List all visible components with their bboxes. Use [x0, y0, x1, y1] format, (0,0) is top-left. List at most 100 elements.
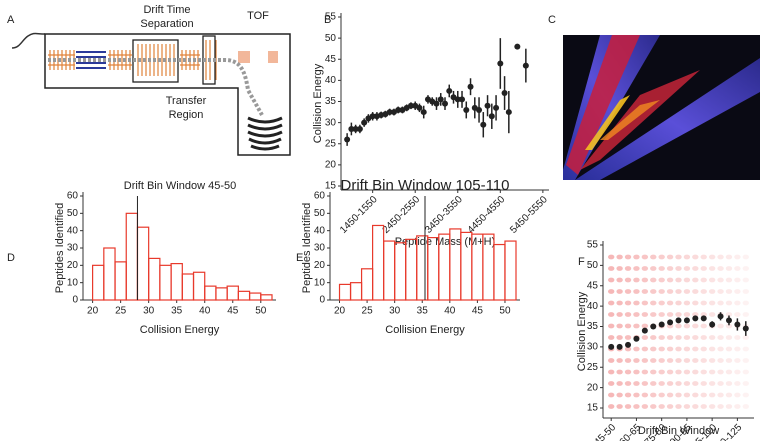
bar	[103, 247, 116, 301]
density-dot	[683, 381, 691, 386]
density-dot	[683, 254, 691, 260]
density-dot	[624, 346, 632, 352]
bar	[148, 257, 161, 301]
density-dot	[624, 392, 632, 398]
density-dot	[666, 289, 674, 294]
density-dot	[658, 392, 665, 398]
density-dot	[683, 312, 691, 317]
density-dot	[742, 381, 749, 386]
density-dot	[624, 266, 632, 271]
density-dot	[734, 381, 741, 386]
density-dot	[641, 381, 649, 386]
density-dot	[641, 266, 649, 271]
ion-path	[48, 58, 264, 116]
density-dot	[616, 254, 623, 260]
x-axis-label: Peptide Mass (M+H)	[395, 236, 496, 248]
point	[493, 104, 500, 111]
bar	[394, 242, 407, 301]
x-tick-label: 2450-2550	[381, 194, 423, 236]
density-dot	[742, 346, 749, 352]
point	[616, 343, 623, 350]
y-tick-label: 50	[314, 208, 326, 219]
y-tick-label: 25	[325, 138, 337, 149]
diagram-label: Region	[169, 109, 204, 121]
point	[459, 96, 466, 103]
density-dot	[700, 335, 707, 340]
point	[442, 100, 448, 107]
density-dot	[708, 254, 716, 260]
density-dot	[675, 323, 682, 329]
density-dot	[658, 289, 665, 294]
diagram-label: Separation	[140, 18, 193, 30]
density-dot	[708, 335, 716, 340]
density-dot	[675, 300, 682, 306]
density-dot	[717, 266, 724, 271]
panel-label: E	[296, 252, 303, 264]
density-dot	[666, 335, 674, 340]
density-dot	[608, 266, 615, 271]
y-tick-label: 30	[587, 342, 599, 353]
density-dot	[616, 335, 623, 340]
panel-label: B	[324, 14, 331, 26]
density-dot	[725, 312, 733, 317]
y-tick-label: 0	[72, 295, 78, 306]
y-tick-label: 20	[325, 160, 337, 171]
instrument-outline	[44, 33, 291, 156]
density-dot	[700, 346, 707, 352]
point	[675, 317, 682, 324]
density-dot	[658, 369, 665, 375]
bar	[215, 287, 228, 301]
density-dot	[717, 404, 724, 409]
density-dot	[700, 277, 707, 283]
y-tick-label: 55	[587, 240, 599, 251]
density-dot	[742, 404, 749, 409]
density-dot	[633, 266, 640, 271]
x-tick-label: 1450-1550	[338, 194, 380, 236]
x-tick-label: 25	[362, 306, 374, 317]
x-tick-label: 30	[143, 306, 155, 317]
density-dot	[675, 369, 682, 375]
density-dot	[692, 266, 699, 271]
density-dot	[734, 335, 741, 340]
point	[658, 321, 665, 328]
density-dot	[683, 266, 691, 271]
density-dot	[641, 358, 649, 363]
y-tick-label: 20	[67, 260, 79, 271]
density-dot	[641, 254, 649, 260]
density-dot	[633, 254, 640, 260]
bar	[192, 271, 206, 301]
density-dot	[725, 381, 733, 386]
point	[395, 106, 402, 113]
bar	[504, 240, 517, 301]
y-tick-label: 45	[325, 54, 337, 65]
density-dot	[742, 277, 749, 283]
y-tick-label: 15	[325, 181, 337, 192]
density-dot	[692, 289, 699, 294]
density-dot	[616, 312, 623, 317]
density-dot	[675, 404, 682, 409]
density-dot	[650, 392, 657, 398]
y-tick-label: 30	[67, 243, 79, 254]
density-dot	[666, 404, 674, 409]
density-dot	[717, 392, 724, 398]
x-tick-label: 50	[499, 306, 511, 317]
y-tick-label: 60	[67, 191, 79, 202]
density-dot	[650, 404, 657, 409]
density-dot	[616, 369, 623, 375]
bar	[159, 264, 172, 301]
density-dot	[708, 312, 716, 317]
density-dot	[742, 369, 749, 375]
density-dot	[666, 369, 674, 375]
density-dot	[708, 300, 716, 306]
bar	[204, 285, 217, 301]
point	[446, 87, 453, 94]
density-dot	[683, 289, 691, 294]
x-tick-label: 35	[171, 306, 183, 317]
bar	[226, 285, 239, 301]
density-dot	[683, 346, 691, 352]
density-dot	[675, 392, 682, 398]
point	[667, 319, 674, 326]
density-dot	[633, 312, 640, 317]
diagram-label: Transfer	[166, 95, 207, 107]
density-dot	[725, 254, 733, 260]
